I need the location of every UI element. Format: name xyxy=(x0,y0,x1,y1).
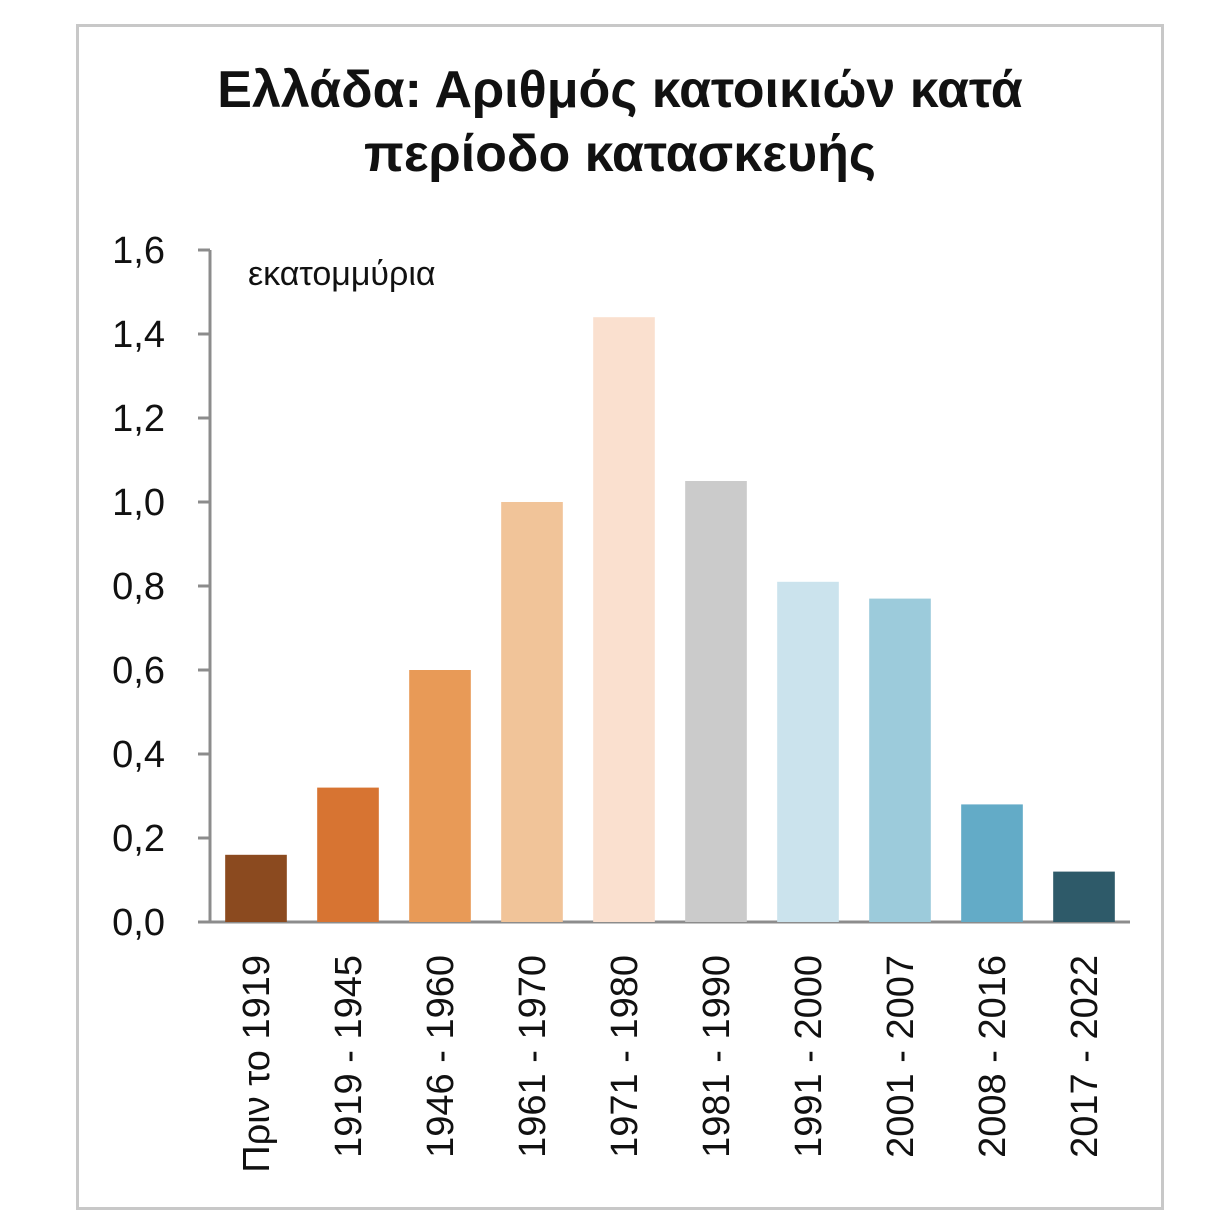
bar xyxy=(593,317,655,922)
y-tick-label: 1,4 xyxy=(112,314,165,356)
bar xyxy=(1053,871,1115,922)
unit-label: εκατομμύρια xyxy=(248,255,436,293)
chart-title-line1: Ελλάδα: Αριθμός κατοικιών κατά xyxy=(217,61,1023,119)
y-axis: 0,0 0,2 0,4 0,6 0,8 1,0 1,2 1,4 1,6 xyxy=(112,230,1130,944)
x-tick-label: 1919 - 1945 xyxy=(328,955,370,1158)
y-tick-label: 1,2 xyxy=(112,398,165,440)
x-tick-label: 1981 - 1990 xyxy=(696,955,738,1158)
x-tick-label: 1971 - 1980 xyxy=(604,955,646,1158)
bars xyxy=(225,317,1115,922)
bar xyxy=(777,581,839,922)
x-tick-label: 2008 - 2016 xyxy=(972,955,1014,1158)
y-tick-label: 1,6 xyxy=(112,230,165,272)
x-tick-label: 1991 - 2000 xyxy=(788,955,830,1158)
x-tick-label: 2017 - 2022 xyxy=(1064,955,1106,1158)
y-tick-label: 0,4 xyxy=(112,734,165,776)
x-tick-label: 1961 - 1970 xyxy=(512,955,554,1158)
y-tick-label: 0,2 xyxy=(112,818,165,860)
bar xyxy=(317,787,379,922)
y-tick-label: 1,0 xyxy=(112,482,165,524)
chart-title: Ελλάδα: Αριθμός κατοικιών κατά περίοδο κ… xyxy=(0,58,1210,186)
x-tick-label: Πριν το 1919 xyxy=(236,955,278,1173)
bar xyxy=(685,481,747,922)
y-tick-label: 0,0 xyxy=(112,902,165,944)
x-axis-labels: Πριν το 1919 1919 - 1945 1946 - 1960 1961 -… xyxy=(236,955,1106,1173)
bar xyxy=(501,502,563,922)
chart-title-line2: περίοδο κατασκευής xyxy=(364,125,876,183)
x-tick-label: 2001 - 2007 xyxy=(880,955,922,1158)
bar xyxy=(961,804,1023,922)
bar xyxy=(225,854,287,922)
bar xyxy=(409,670,471,922)
bar xyxy=(869,598,931,922)
y-tick-label: 0,8 xyxy=(112,566,165,608)
y-tick-label: 0,6 xyxy=(112,650,165,692)
x-tick-label: 1946 - 1960 xyxy=(420,955,462,1158)
